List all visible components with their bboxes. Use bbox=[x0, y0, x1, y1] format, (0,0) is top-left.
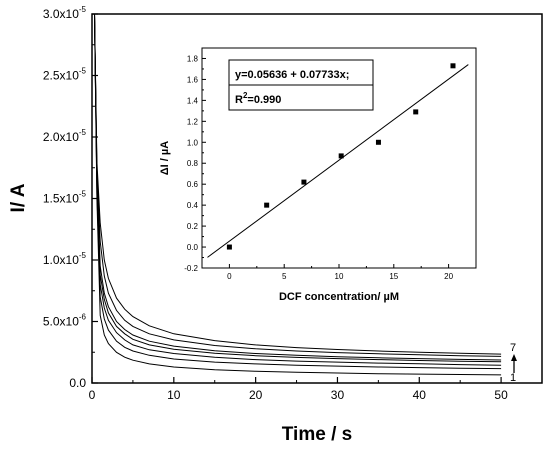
inset-y-tick-label: 1.8 bbox=[187, 54, 199, 63]
main-y-tick-mantissa: 1.5x10 bbox=[43, 192, 79, 206]
inset-y-tick-label: 0.6 bbox=[187, 180, 199, 189]
main-y-tick-label: 1.5x10-5 bbox=[43, 190, 87, 206]
curve-order-arrow-head bbox=[511, 354, 517, 361]
main-x-tick-label: 50 bbox=[494, 388, 508, 402]
main-x-axis-title: Time / s bbox=[282, 424, 352, 445]
main-y-ticks: 0.05.0x10-61.0x10-51.5x10-52.0x10-52.5x1… bbox=[43, 5, 98, 390]
inset-x-tick-label: 0 bbox=[227, 272, 232, 281]
curve-label-top: 7 bbox=[510, 342, 516, 354]
inset-y-tick-label: 1.2 bbox=[187, 117, 199, 126]
inset-fit-line-path bbox=[207, 64, 469, 258]
main-curve-4 bbox=[94, 13, 502, 363]
main-y-tick-exponent: -5 bbox=[79, 190, 87, 199]
inset-data-point bbox=[301, 179, 307, 185]
main-curve-5 bbox=[94, 13, 502, 361]
main-curve-6 bbox=[94, 13, 502, 357]
inset-r2-prefix: R bbox=[235, 94, 243, 106]
inset-x-tick-label: 15 bbox=[389, 272, 398, 281]
main-y-tick-label: 2.5x10-5 bbox=[43, 67, 87, 83]
main-y-tick-mantissa: 2.0x10 bbox=[43, 130, 79, 144]
main-x-tick-label: 0 bbox=[89, 388, 96, 402]
inset-data-point bbox=[450, 63, 456, 69]
inset-data-point bbox=[375, 139, 381, 145]
main-x-tick-label: 40 bbox=[413, 388, 427, 402]
main-y-tick-mantissa: 1.0x10 bbox=[43, 253, 79, 267]
inset-data-point bbox=[413, 109, 419, 115]
main-x-tick-label: 10 bbox=[167, 388, 181, 402]
main-x-tick-label: 20 bbox=[249, 388, 263, 402]
main-y-tick-mantissa: 5.0x10 bbox=[43, 315, 79, 329]
main-y-tick-mantissa: 0.0 bbox=[69, 376, 86, 390]
inset-data-point bbox=[264, 202, 270, 208]
inset-y-tick-label: 1.6 bbox=[187, 75, 199, 84]
inset-data-point bbox=[338, 153, 344, 159]
main-y-tick-mantissa: 3.0x10 bbox=[43, 7, 79, 21]
inset-y-tick-label: 0.2 bbox=[187, 222, 199, 231]
inset-y-tick-label: -0.2 bbox=[184, 264, 198, 273]
inset-data-point bbox=[226, 244, 232, 250]
inset-x-tick-label: 20 bbox=[444, 272, 453, 281]
main-y-tick-exponent: -5 bbox=[79, 251, 87, 260]
curve-label-bottom: 1 bbox=[510, 372, 516, 384]
inset-r2-text: R2=0.990 bbox=[235, 91, 281, 106]
inset-y-axis-title: ΔI / µA bbox=[159, 141, 171, 175]
inset-x-tick-label: 5 bbox=[282, 272, 287, 281]
main-curve-2 bbox=[94, 13, 502, 370]
main-y-tick-exponent: -5 bbox=[79, 128, 87, 137]
main-y-tick-exponent: -5 bbox=[79, 67, 87, 76]
inset-x-tick-label: 10 bbox=[335, 272, 344, 281]
main-x-ticks: 0 10 20 30 40 50 bbox=[89, 377, 508, 402]
main-curve-1 bbox=[94, 13, 502, 376]
main-y-axis-title: I/ A bbox=[8, 183, 29, 212]
inset-x-axis-title: DCF concentration/ µM bbox=[279, 291, 399, 303]
inset-y-tick-label: 0.0 bbox=[187, 243, 199, 252]
inset-y-tick-label: 0.8 bbox=[187, 159, 199, 168]
main-curves bbox=[94, 13, 502, 376]
main-y-tick-label: 2.0x10-5 bbox=[43, 128, 87, 144]
main-y-tick-label: 5.0x10-6 bbox=[43, 313, 87, 329]
inset-y-ticks: -0.2 0.0 0.2 0.4 0.6 0.8 1.0 1.2 1.4 1.6 1.8 bbox=[184, 47, 206, 273]
inset-points bbox=[226, 63, 456, 250]
main-y-tick-label: 1.0x10-5 bbox=[43, 251, 87, 267]
inset-y-tick-label: 1.0 bbox=[187, 138, 199, 147]
main-y-tick-mantissa: 2.5x10 bbox=[43, 69, 79, 83]
main-y-tick-exponent: -6 bbox=[79, 313, 87, 322]
inset-r2-exponent: 2 bbox=[243, 91, 248, 100]
inset-equation-text: y=0.05636 + 0.07733x; bbox=[235, 69, 349, 81]
main-y-tick-label: 0.0 bbox=[69, 376, 86, 390]
main-curve-7 bbox=[94, 13, 502, 355]
main-y-tick-exponent: -5 bbox=[79, 5, 87, 14]
main-x-tick-label: 30 bbox=[331, 388, 345, 402]
main-y-tick-label: 3.0x10-5 bbox=[43, 5, 87, 21]
inset-fit-line bbox=[207, 64, 469, 258]
inset-r2-value: =0.990 bbox=[247, 94, 281, 106]
inset-y-tick-label: 1.4 bbox=[187, 96, 199, 105]
inset-y-tick-label: 0.4 bbox=[187, 201, 199, 210]
main-curve-3 bbox=[94, 13, 502, 366]
inset-x-ticks: 0 5 10 15 20 bbox=[201, 264, 477, 281]
